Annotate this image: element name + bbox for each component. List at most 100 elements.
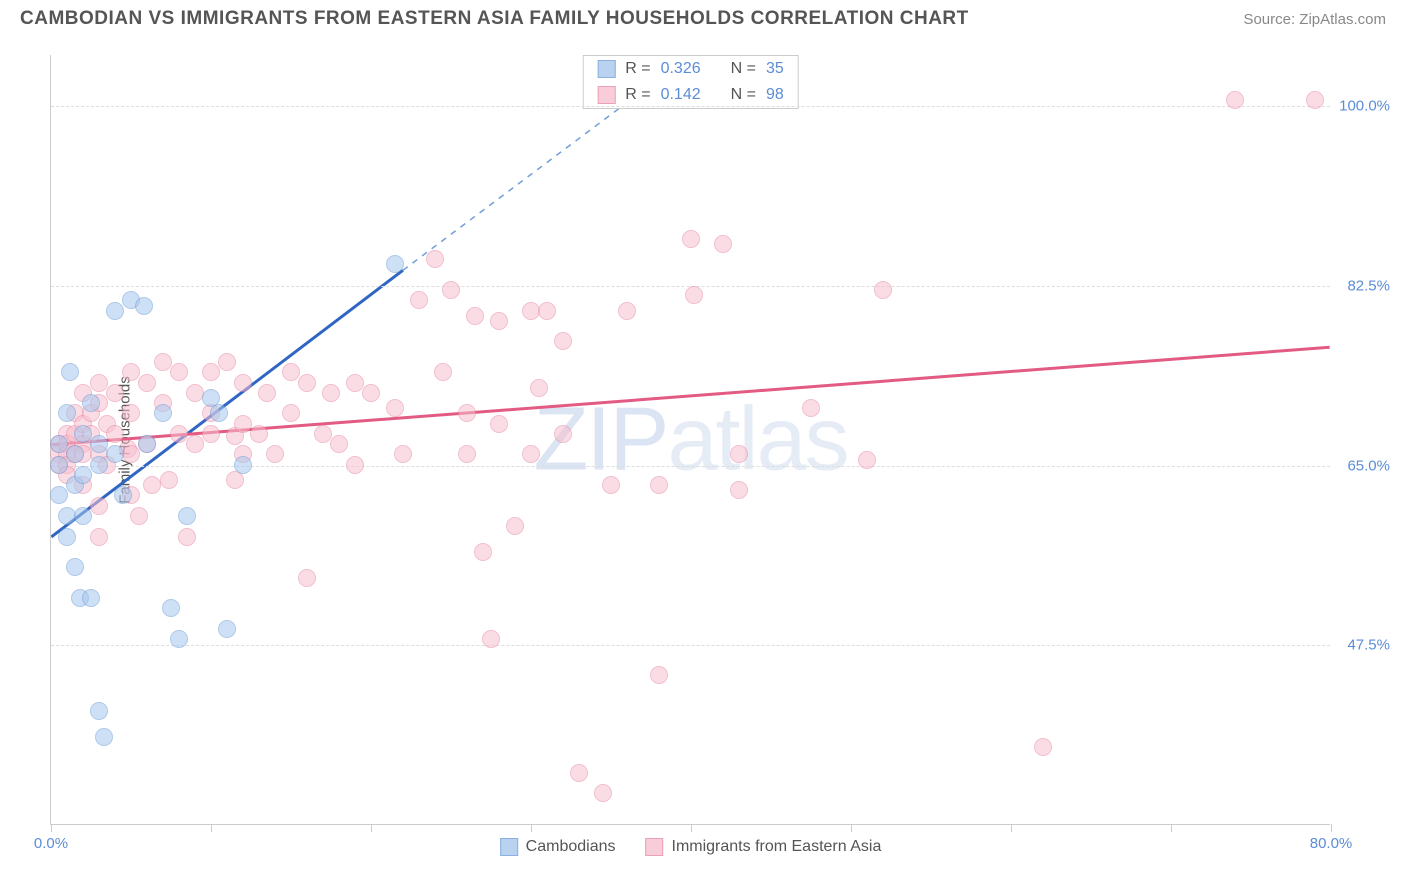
x-tick: [691, 824, 692, 832]
scatter-point: [594, 784, 612, 802]
scatter-point: [802, 399, 820, 417]
scatter-point: [178, 528, 196, 546]
scatter-point: [434, 363, 452, 381]
legend-swatch: [645, 838, 663, 856]
scatter-point: [522, 445, 540, 463]
watermark-zip: ZIP: [533, 389, 667, 489]
scatter-point: [394, 445, 412, 463]
scatter-point: [650, 666, 668, 684]
scatter-point: [466, 307, 484, 325]
scatter-point: [90, 528, 108, 546]
watermark: ZIPatlas: [533, 388, 847, 491]
scatter-point: [74, 425, 92, 443]
scatter-point: [178, 507, 196, 525]
scatter-point: [50, 486, 68, 504]
scatter-point: [386, 255, 404, 273]
scatter-point: [66, 445, 84, 463]
scatter-point: [66, 558, 84, 576]
scatter-point: [874, 281, 892, 299]
watermark-atlas: atlas: [667, 389, 847, 489]
chart-title: CAMBODIAN VS IMMIGRANTS FROM EASTERN ASI…: [20, 8, 969, 30]
scatter-point: [314, 425, 332, 443]
scatter-point: [114, 486, 132, 504]
scatter-point: [330, 435, 348, 453]
scatter-point: [58, 404, 76, 422]
stat-r-value: 0.142: [661, 86, 701, 104]
scatter-point: [82, 394, 100, 412]
scatter-point: [74, 466, 92, 484]
x-tick: [51, 824, 52, 832]
stat-n-value: 35: [766, 60, 784, 78]
scatter-point: [282, 404, 300, 422]
scatter-point: [90, 374, 108, 392]
scatter-point: [50, 435, 68, 453]
scatter-point: [682, 230, 700, 248]
gridline: [51, 645, 1330, 646]
scatter-point: [143, 476, 161, 494]
scatter-point: [95, 728, 113, 746]
scatter-point: [106, 445, 124, 463]
stats-row: R = 0.326N = 35: [583, 56, 798, 82]
scatter-point: [458, 404, 476, 422]
scatter-point: [858, 451, 876, 469]
x-tick: [531, 824, 532, 832]
scatter-point: [90, 456, 108, 474]
scatter-point: [138, 374, 156, 392]
stat-n-value: 98: [766, 86, 784, 104]
scatter-point: [266, 445, 284, 463]
scatter-point: [138, 435, 156, 453]
scatter-point: [170, 363, 188, 381]
scatter-point: [202, 363, 220, 381]
scatter-point: [298, 374, 316, 392]
x-tick-label: 80.0%: [1310, 835, 1353, 852]
scatter-point: [554, 425, 572, 443]
scatter-point: [282, 363, 300, 381]
scatter-point: [1226, 91, 1244, 109]
stat-r-label: R =: [625, 86, 650, 104]
legend-item: Cambodians: [500, 838, 616, 856]
legend-item: Immigrants from Eastern Asia: [645, 838, 881, 856]
scatter-point: [346, 374, 364, 392]
scatter-point: [482, 630, 500, 648]
stats-row: R = 0.142 N = 98: [583, 82, 798, 108]
stat-n-label: N =: [731, 86, 756, 104]
scatter-point: [170, 630, 188, 648]
scatter-point: [122, 445, 140, 463]
scatter-point: [202, 425, 220, 443]
scatter-point: [162, 599, 180, 617]
scatter-point: [90, 702, 108, 720]
scatter-point: [218, 620, 236, 638]
scatter-point: [618, 302, 636, 320]
legend-swatch: [597, 60, 615, 78]
scatter-point: [506, 517, 524, 535]
scatter-point: [474, 543, 492, 561]
gridline: [51, 106, 1330, 107]
scatter-point: [106, 302, 124, 320]
scatter-point: [570, 764, 588, 782]
scatter-point: [650, 476, 668, 494]
scatter-point: [90, 497, 108, 515]
scatter-point: [258, 384, 276, 402]
y-tick-label: 65.0%: [1347, 457, 1390, 474]
x-tick-label: 0.0%: [34, 835, 68, 852]
scatter-point: [490, 415, 508, 433]
scatter-point: [250, 425, 268, 443]
scatter-point: [210, 404, 228, 422]
scatter-point: [186, 435, 204, 453]
scatter-point: [685, 286, 703, 304]
x-tick: [851, 824, 852, 832]
scatter-point: [106, 384, 124, 402]
scatter-point: [234, 415, 252, 433]
y-tick-label: 82.5%: [1347, 278, 1390, 295]
scatter-point: [730, 481, 748, 499]
scatter-point: [61, 363, 79, 381]
scatter-point: [154, 404, 172, 422]
legend-swatch: [500, 838, 518, 856]
scatter-point: [82, 589, 100, 607]
stat-n-label: N =: [731, 60, 756, 78]
scatter-point: [346, 456, 364, 474]
scatter-point: [122, 404, 140, 422]
stats-legend: R = 0.326N = 35 R = 0.142 N = 98: [582, 55, 799, 109]
scatter-point: [714, 235, 732, 253]
scatter-point: [106, 425, 124, 443]
